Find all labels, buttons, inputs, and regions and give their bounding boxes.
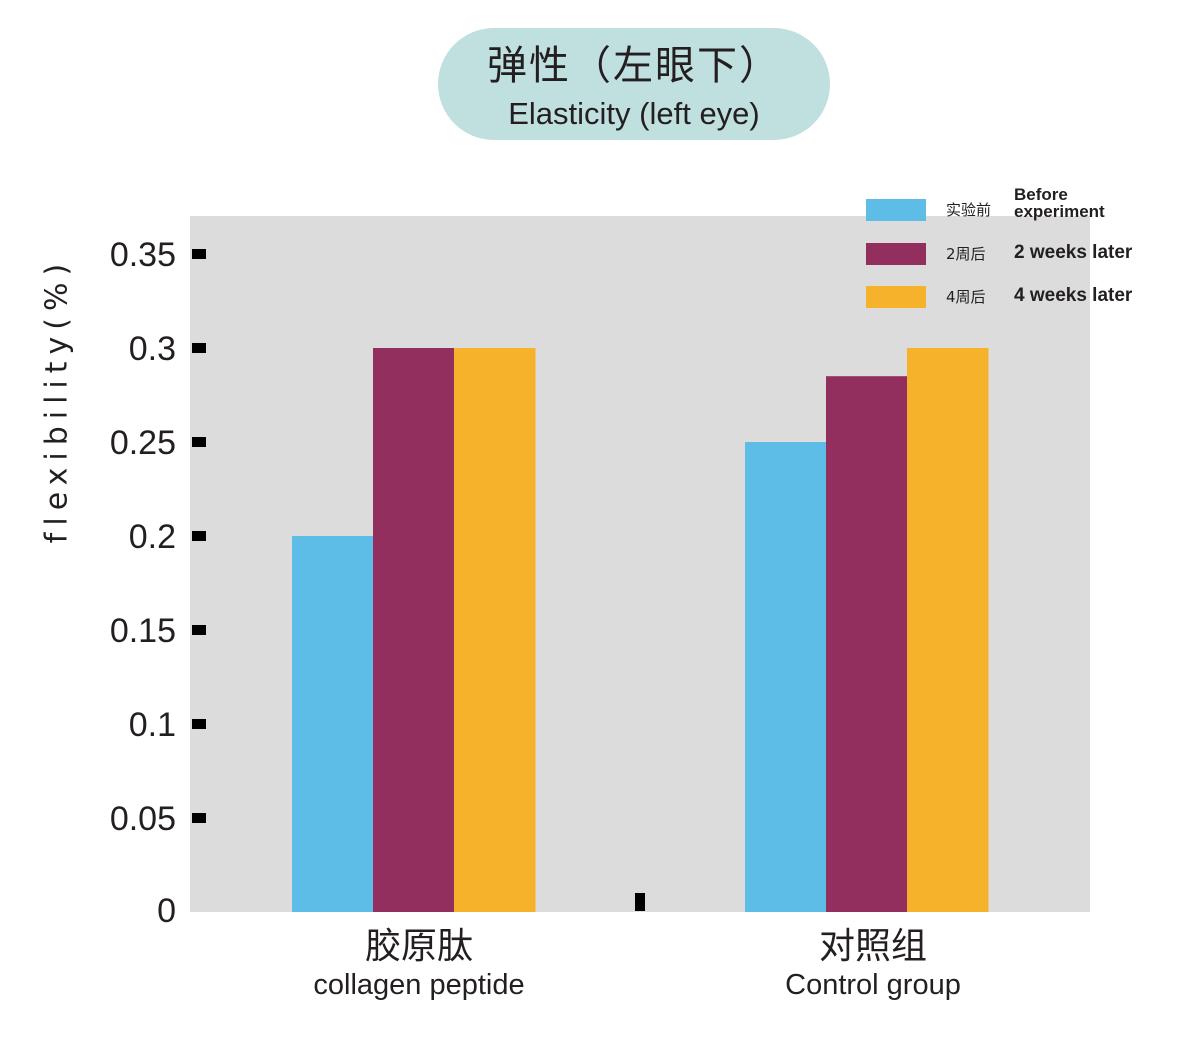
x-category-label-en: Control group [785, 969, 961, 1001]
y-tick-label: 0.15 [110, 612, 176, 650]
x-category-label-en: collagen peptide [313, 969, 525, 1001]
y-tick-label: 0.2 [129, 518, 176, 556]
legend-swatch [866, 199, 926, 221]
y-tick-label: 0.25 [110, 424, 176, 462]
bar-control-group-series-2 [907, 348, 989, 912]
legend-label-en: 4 weeks later [1014, 285, 1133, 306]
x-axis-mark [635, 893, 645, 911]
legend-label-cn: 4周后 [946, 288, 986, 306]
x-category-collagen-peptide: 胶原肽 collagen peptide [259, 926, 579, 1002]
legend-label-cn: 实验前 [946, 201, 992, 219]
bar-control-group-series-0 [745, 442, 827, 912]
y-tick-mark [192, 531, 206, 541]
legend-swatch [866, 286, 926, 308]
chart-title-chinese: 弹性（左眼下） [487, 43, 781, 89]
chart-title-badge: 弹性（左眼下） Elasticity (left eye) [438, 28, 830, 140]
y-tick-mark [192, 343, 206, 353]
y-tick-label: 0 [157, 892, 176, 930]
bar-collagen-peptide-series-2 [454, 348, 536, 912]
chart-title-english: Elasticity (left eye) [508, 96, 760, 131]
y-tick-mark [192, 625, 206, 635]
legend-label-en: Before experiment [1014, 185, 1105, 221]
y-tick-mark [192, 813, 206, 823]
legend-label-en: 2 weeks later [1014, 242, 1133, 263]
bar-collagen-peptide-series-1 [373, 348, 455, 912]
legend-label-cn: 2周后 [946, 245, 986, 263]
legend-swatch [866, 243, 926, 265]
y-tick-mark [192, 719, 206, 729]
x-category-control-group: 对照组 Control group [713, 926, 1033, 1002]
x-category-label-cn: 胶原肽 [364, 926, 473, 967]
y-tick-mark [192, 437, 206, 447]
y-tick-mark [192, 249, 206, 259]
bar-control-group-series-1 [826, 376, 908, 912]
y-tick-label: 0.1 [129, 706, 176, 744]
y-tick-label: 0.35 [110, 236, 176, 274]
y-tick-label: 0.3 [129, 330, 176, 368]
bar-collagen-peptide-series-0 [292, 536, 374, 912]
y-tick-label: 0.05 [110, 800, 176, 838]
x-category-label-cn: 对照组 [818, 926, 927, 967]
